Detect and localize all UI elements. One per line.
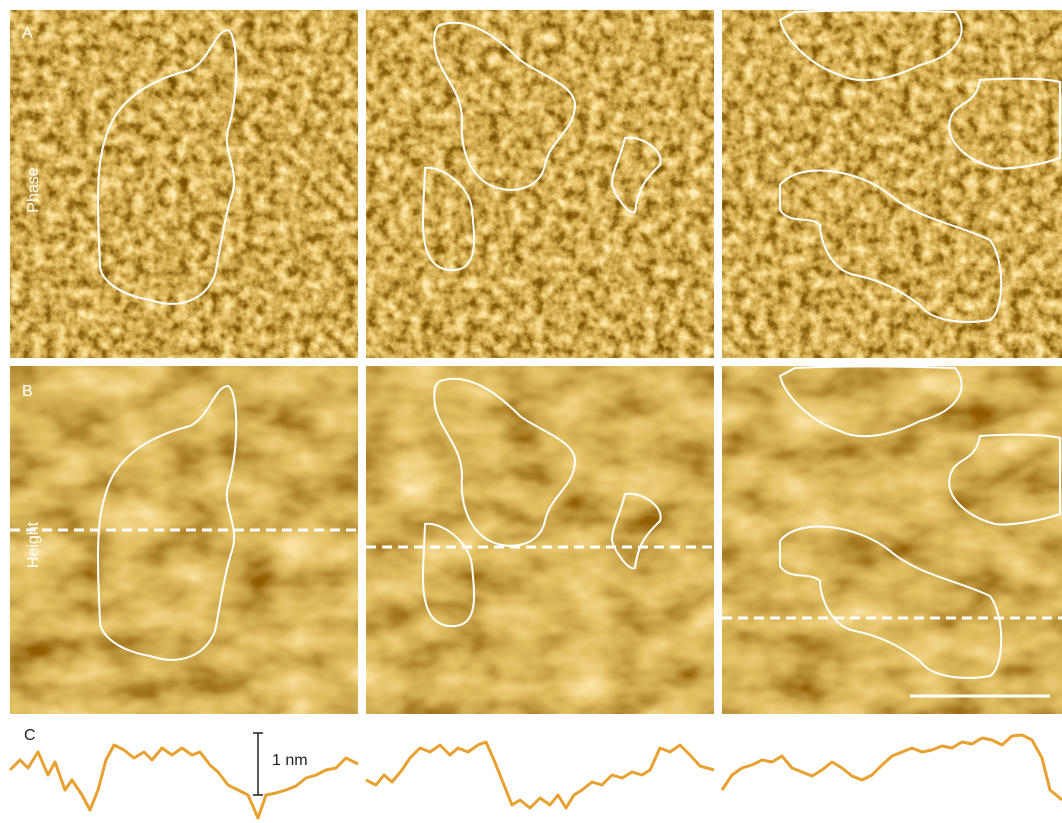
panel-label: B: [22, 383, 33, 400]
height-profile: [722, 735, 1062, 800]
phase-image: [10, 10, 358, 358]
panel-label: A: [22, 25, 33, 42]
height-image: [366, 366, 714, 714]
phase-image: [366, 10, 714, 358]
scale-label: 1 nm: [272, 752, 308, 769]
height-image: [10, 366, 358, 714]
panel-label: C: [24, 727, 36, 744]
row-c: C 1 nm: [10, 727, 1062, 818]
side-label: Height: [25, 521, 42, 568]
row-a: A Phase: [10, 10, 1062, 358]
height-profile: [366, 742, 714, 808]
page: A Phase B Height C 1 nm (() => { const d…: [0, 0, 1062, 823]
figure: A Phase B Height C 1 nm: [0, 0, 1062, 823]
height-scale-bar: [253, 733, 263, 795]
side-label: Phase: [25, 167, 42, 212]
row-b: B Height: [10, 366, 1062, 714]
height-image: [722, 366, 1062, 714]
phase-image: [722, 10, 1062, 358]
